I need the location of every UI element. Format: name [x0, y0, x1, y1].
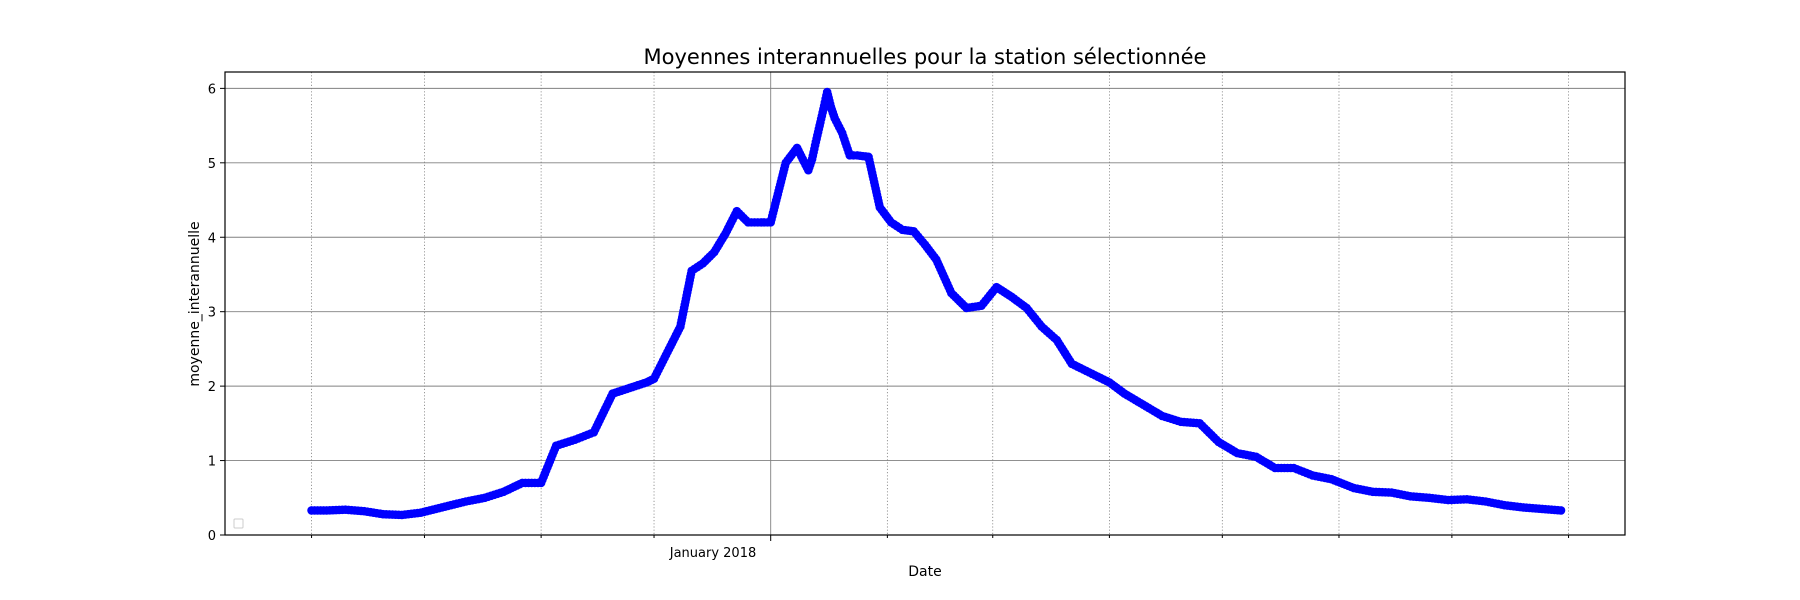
plot-frame — [224, 71, 1626, 536]
y-tick-label: 6 — [208, 82, 216, 97]
y-tick-label: 0 — [208, 529, 216, 544]
y-tick-label: 1 — [208, 455, 216, 470]
y-tick-label: 5 — [208, 157, 216, 172]
series-group — [307, 87, 1566, 520]
legend-box — [233, 518, 244, 529]
x-axis-label: Date — [908, 564, 941, 580]
x-axis: January 2018 — [311, 535, 1570, 561]
series-line — [311, 91, 1562, 516]
y-axis-label: moyenne_interannuelle — [187, 221, 203, 386]
chart-title: Moyennes interannuelles pour la station … — [644, 45, 1207, 69]
y-axis: 0 1 2 3 4 5 6 — [208, 82, 225, 544]
y-tick-label: 3 — [208, 306, 216, 321]
y-tick-label: 2 — [208, 380, 216, 395]
grid-lines — [225, 72, 1625, 536]
x-tick-label-major: January 2018 — [669, 546, 757, 561]
data-point — [1556, 506, 1566, 515]
y-tick-label: 4 — [208, 231, 216, 246]
